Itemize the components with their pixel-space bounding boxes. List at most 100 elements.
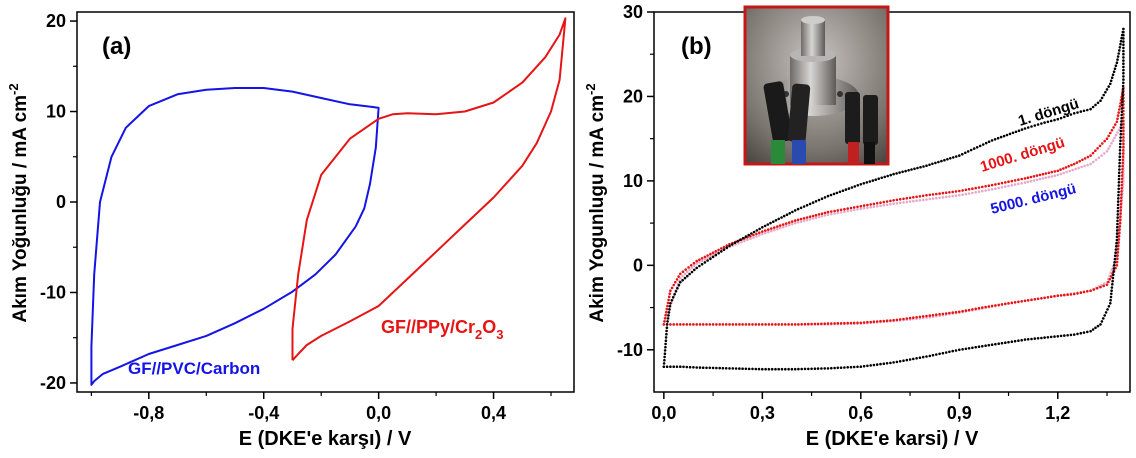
data-point <box>1026 180 1030 184</box>
data-point <box>918 356 922 360</box>
data-point <box>1122 142 1125 146</box>
data-point <box>1110 128 1114 132</box>
data-point <box>869 205 872 209</box>
data-point <box>780 323 784 326</box>
data-point <box>793 323 797 326</box>
data-point <box>1113 67 1117 70</box>
data-point <box>964 188 968 192</box>
data-point <box>670 299 674 302</box>
data-point <box>1117 128 1121 132</box>
data-point <box>766 223 770 226</box>
data-point <box>1096 101 1100 105</box>
data-point <box>879 201 882 204</box>
data-point <box>987 188 991 192</box>
data-point <box>1066 114 1069 117</box>
data-point <box>846 207 849 210</box>
data-point <box>708 323 712 326</box>
data-point <box>1091 151 1095 155</box>
data-point <box>1121 87 1125 91</box>
data-point <box>692 323 695 326</box>
data-point <box>997 182 1000 186</box>
data-point <box>755 235 758 238</box>
data-point <box>1114 248 1118 251</box>
data-point <box>1118 108 1121 111</box>
data-point <box>1059 168 1062 171</box>
data-point <box>671 296 675 299</box>
data-point <box>741 236 745 240</box>
data-point <box>1100 96 1104 100</box>
data-point <box>859 365 863 369</box>
data-point <box>693 268 696 272</box>
data-point <box>882 200 886 204</box>
data-point <box>1118 225 1122 228</box>
data-point <box>744 235 748 238</box>
data-point <box>1059 116 1063 120</box>
data-point <box>731 323 735 326</box>
data-point <box>977 345 981 349</box>
data-point <box>1059 334 1063 338</box>
data-point <box>1074 167 1077 171</box>
data-point <box>944 351 948 354</box>
data-point <box>882 203 886 207</box>
data-point <box>774 367 777 371</box>
data-point <box>1107 305 1111 308</box>
data-point <box>1118 231 1121 235</box>
data-point <box>841 189 845 192</box>
data-point <box>701 323 705 326</box>
data-point <box>905 197 909 200</box>
data-point <box>701 366 705 370</box>
data-point <box>875 320 879 323</box>
data-point <box>931 353 935 357</box>
data-point <box>711 366 715 370</box>
panel-b-series <box>662 27 1125 371</box>
data-point <box>1122 65 1125 69</box>
data-point <box>843 210 846 213</box>
data-point <box>880 176 883 180</box>
data-point <box>1026 126 1030 129</box>
data-point <box>1043 296 1046 300</box>
data-point <box>793 367 797 371</box>
data-point <box>948 350 951 354</box>
data-point <box>770 323 774 326</box>
data-point <box>1118 155 1122 158</box>
data-point <box>773 228 776 232</box>
data-point <box>874 178 877 181</box>
data-point <box>807 322 810 326</box>
data-point <box>1103 282 1106 285</box>
data-point <box>681 270 685 274</box>
data-point <box>665 307 669 311</box>
data-point <box>946 157 949 161</box>
data-point <box>830 366 833 370</box>
data-point <box>767 323 771 326</box>
data-point <box>839 211 843 214</box>
data-point <box>1010 301 1014 305</box>
data-point <box>1038 177 1042 181</box>
data-point <box>782 214 786 218</box>
data-point <box>790 323 794 326</box>
data-point <box>740 240 743 244</box>
data-point <box>961 309 964 313</box>
data-point <box>1011 131 1015 135</box>
data-point <box>836 322 840 325</box>
data-point <box>856 208 859 211</box>
data-point <box>814 216 818 219</box>
data-point <box>1113 260 1116 264</box>
data-point <box>928 314 932 317</box>
data-point <box>700 259 704 263</box>
data-point <box>751 323 754 326</box>
data-point <box>1116 55 1120 58</box>
data-point <box>839 208 843 212</box>
data-point <box>682 323 685 326</box>
data-point <box>791 210 794 214</box>
panel-b-ylabel-sup: -2 <box>583 83 598 95</box>
data-point <box>977 190 981 193</box>
data-point <box>967 347 971 350</box>
data-point <box>836 209 840 212</box>
data-point <box>1091 328 1095 331</box>
data-point <box>1004 341 1007 345</box>
data-point <box>975 146 979 149</box>
data-point <box>1113 257 1117 261</box>
data-point <box>722 245 726 249</box>
data-point <box>793 219 797 222</box>
x-tick-label: 0,6 <box>848 403 873 423</box>
